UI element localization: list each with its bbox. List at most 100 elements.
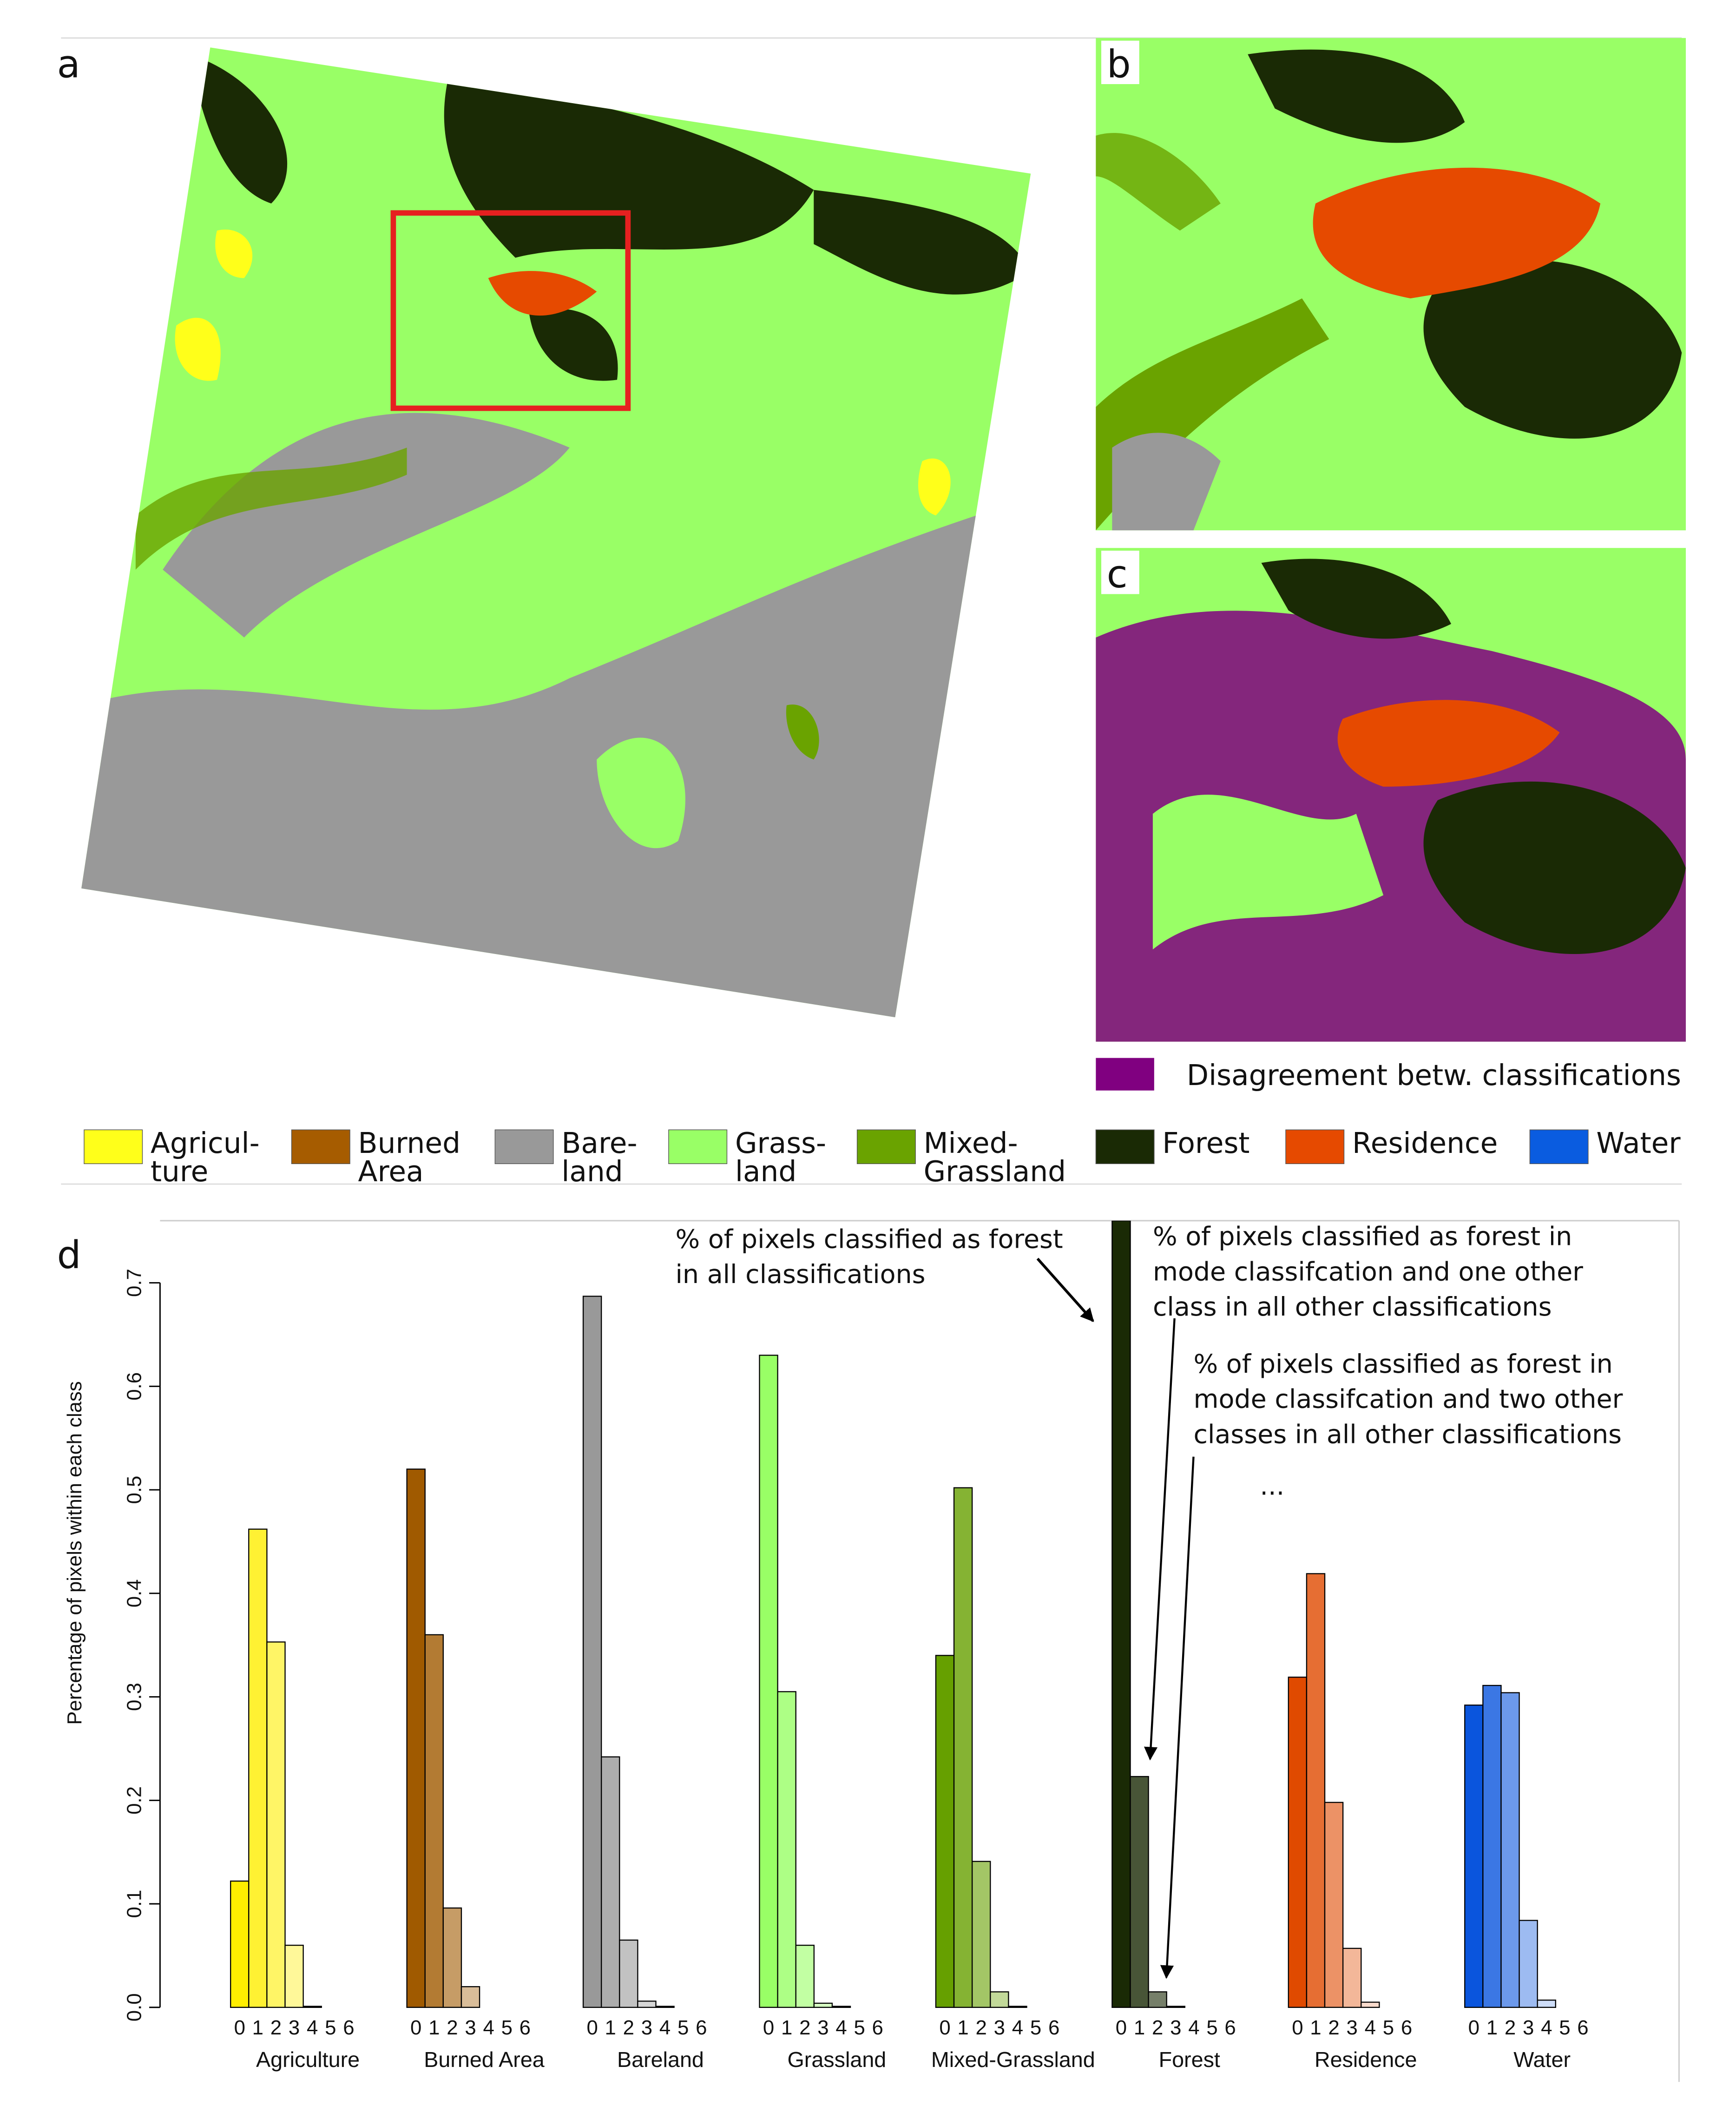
legend-swatch <box>1095 1129 1155 1165</box>
x-tick-label: 6 <box>343 2016 354 2039</box>
x-tick-label: 5 <box>1559 2016 1570 2039</box>
legend-swatch <box>1285 1129 1345 1165</box>
bar-group <box>406 1468 480 2008</box>
x-tick-label: 0 <box>1468 2016 1480 2039</box>
bar <box>1130 1776 1149 2008</box>
bar <box>248 1528 268 2008</box>
legend-label: Mixed- <box>924 1127 1018 1160</box>
x-tick-label: 5 <box>1030 2016 1041 2039</box>
legend-label: Burned <box>358 1127 460 1160</box>
x-tick-label: 6 <box>1401 2016 1412 2039</box>
bar <box>1288 1677 1308 2008</box>
x-tick-label: 4 <box>483 2016 494 2039</box>
legend-swatch <box>856 1129 916 1165</box>
legend-label: Forest <box>1162 1127 1249 1160</box>
annotation: mode classifcation and two other <box>1194 1385 1623 1415</box>
x-tick-label: 0 <box>1116 2016 1127 2039</box>
x-tick-label: 5 <box>501 2016 513 2039</box>
legend-swatch <box>84 1129 143 1165</box>
legend-label: Agricul- <box>151 1127 260 1160</box>
x-tick-label: 3 <box>1170 2016 1181 2039</box>
bar-group <box>1288 1573 1380 2008</box>
legend-label: Residence <box>1352 1127 1498 1160</box>
y-tick-label: 0.1 <box>123 1890 146 1918</box>
bar-group <box>935 1487 1027 2008</box>
zoom-box <box>390 210 631 411</box>
x-tick-label: 2 <box>976 2016 987 2039</box>
legend-swatch <box>668 1129 728 1165</box>
plot: 0.00.10.20.30.40.50.60.70 1 2 3 4 5 6Agricultu… <box>123 1220 1589 2072</box>
panel-label: d <box>57 1233 81 1277</box>
bar <box>1464 1704 1484 2008</box>
legend: Agricul-tureBurnedAreaBare-landGrass-lan… <box>84 1127 1681 1188</box>
annotation: classes in all other classifications <box>1194 1420 1622 1450</box>
legend-label: Grass- <box>735 1127 826 1160</box>
x-tick-label: 3 <box>1523 2016 1534 2039</box>
bar-group <box>1464 1685 1556 2008</box>
bar <box>795 1944 815 2008</box>
arrow <box>1144 1318 1176 1761</box>
bar <box>601 1756 620 2008</box>
y-tick-label: 0.6 <box>123 1372 146 1401</box>
x-tick-label: 1 <box>1134 2016 1145 2039</box>
bar <box>1111 1220 1131 2008</box>
panel-label: c <box>1107 553 1128 597</box>
bar <box>1482 1685 1502 2008</box>
y-tick-label: 0.4 <box>123 1579 146 1607</box>
bar <box>619 1939 638 2008</box>
bar <box>266 1641 286 2008</box>
map-a <box>81 47 1031 1018</box>
x-tick-label: 1 <box>781 2016 792 2039</box>
bar <box>1148 1991 1167 2008</box>
annotations: % of pixels classified as forest in all c… <box>676 1222 1623 1501</box>
x-tick-label: 1 <box>1310 2016 1321 2039</box>
x-tick-label: 4 <box>1188 2016 1199 2039</box>
y-tick-label: 0.7 <box>123 1269 146 1297</box>
bar <box>990 1991 1009 2008</box>
legend-label: Water <box>1596 1127 1681 1160</box>
annotation: class in all other classifications <box>1153 1292 1552 1322</box>
group-label: Forest <box>1159 2047 1220 2072</box>
panel-label: b <box>1107 42 1131 86</box>
group-label: Mixed-Grassland <box>931 2047 1095 2072</box>
bar-group <box>1111 1220 1185 2008</box>
x-tick-label: 0 <box>234 2016 245 2039</box>
x-tick-label: 2 <box>623 2016 634 2039</box>
x-tick-label: 3 <box>465 2016 476 2039</box>
x-tick-label: 6 <box>1577 2016 1588 2039</box>
x-tick-label: 5 <box>854 2016 865 2039</box>
annotation: in all classifications <box>676 1260 926 1290</box>
bar <box>953 1487 973 2008</box>
x-tick-label: 5 <box>1206 2016 1217 2039</box>
bar <box>1500 1692 1520 2008</box>
x-tick-label: 0 <box>939 2016 950 2039</box>
bar <box>1306 1573 1326 2008</box>
x-tick-label: 4 <box>659 2016 671 2039</box>
bar-group <box>230 1528 322 2008</box>
x-tick-label: 2 <box>270 2016 282 2039</box>
group-label: Agriculture <box>256 2047 360 2072</box>
x-tick-label: 3 <box>641 2016 652 2039</box>
y-axis-label: Percentage of pixels within each class <box>63 1381 86 1725</box>
bar-group <box>582 1296 675 2008</box>
x-tick-label: 6 <box>872 2016 883 2039</box>
bar <box>759 1355 778 2008</box>
bar <box>1537 2000 1556 2008</box>
x-tick-label: 2 <box>799 2016 810 2039</box>
legend-label: ture <box>151 1155 208 1188</box>
bar <box>971 1861 991 2008</box>
x-tick-label: 1 <box>957 2016 968 2039</box>
x-tick-label: 4 <box>1365 2016 1376 2039</box>
x-tick-label: 1 <box>428 2016 440 2039</box>
bar <box>637 2001 657 2008</box>
panel-label: a <box>57 42 80 86</box>
x-tick-label: 4 <box>1012 2016 1023 2039</box>
map-b <box>1096 38 1686 531</box>
x-tick-label: 1 <box>1486 2016 1498 2039</box>
x-tick-label: 6 <box>519 2016 531 2039</box>
bar <box>1519 1920 1538 2008</box>
legend-label: Bare- <box>561 1127 637 1160</box>
x-tick-label: 6 <box>696 2016 707 2039</box>
arrow <box>1160 1456 1195 1979</box>
legend-swatch <box>1096 1058 1154 1091</box>
